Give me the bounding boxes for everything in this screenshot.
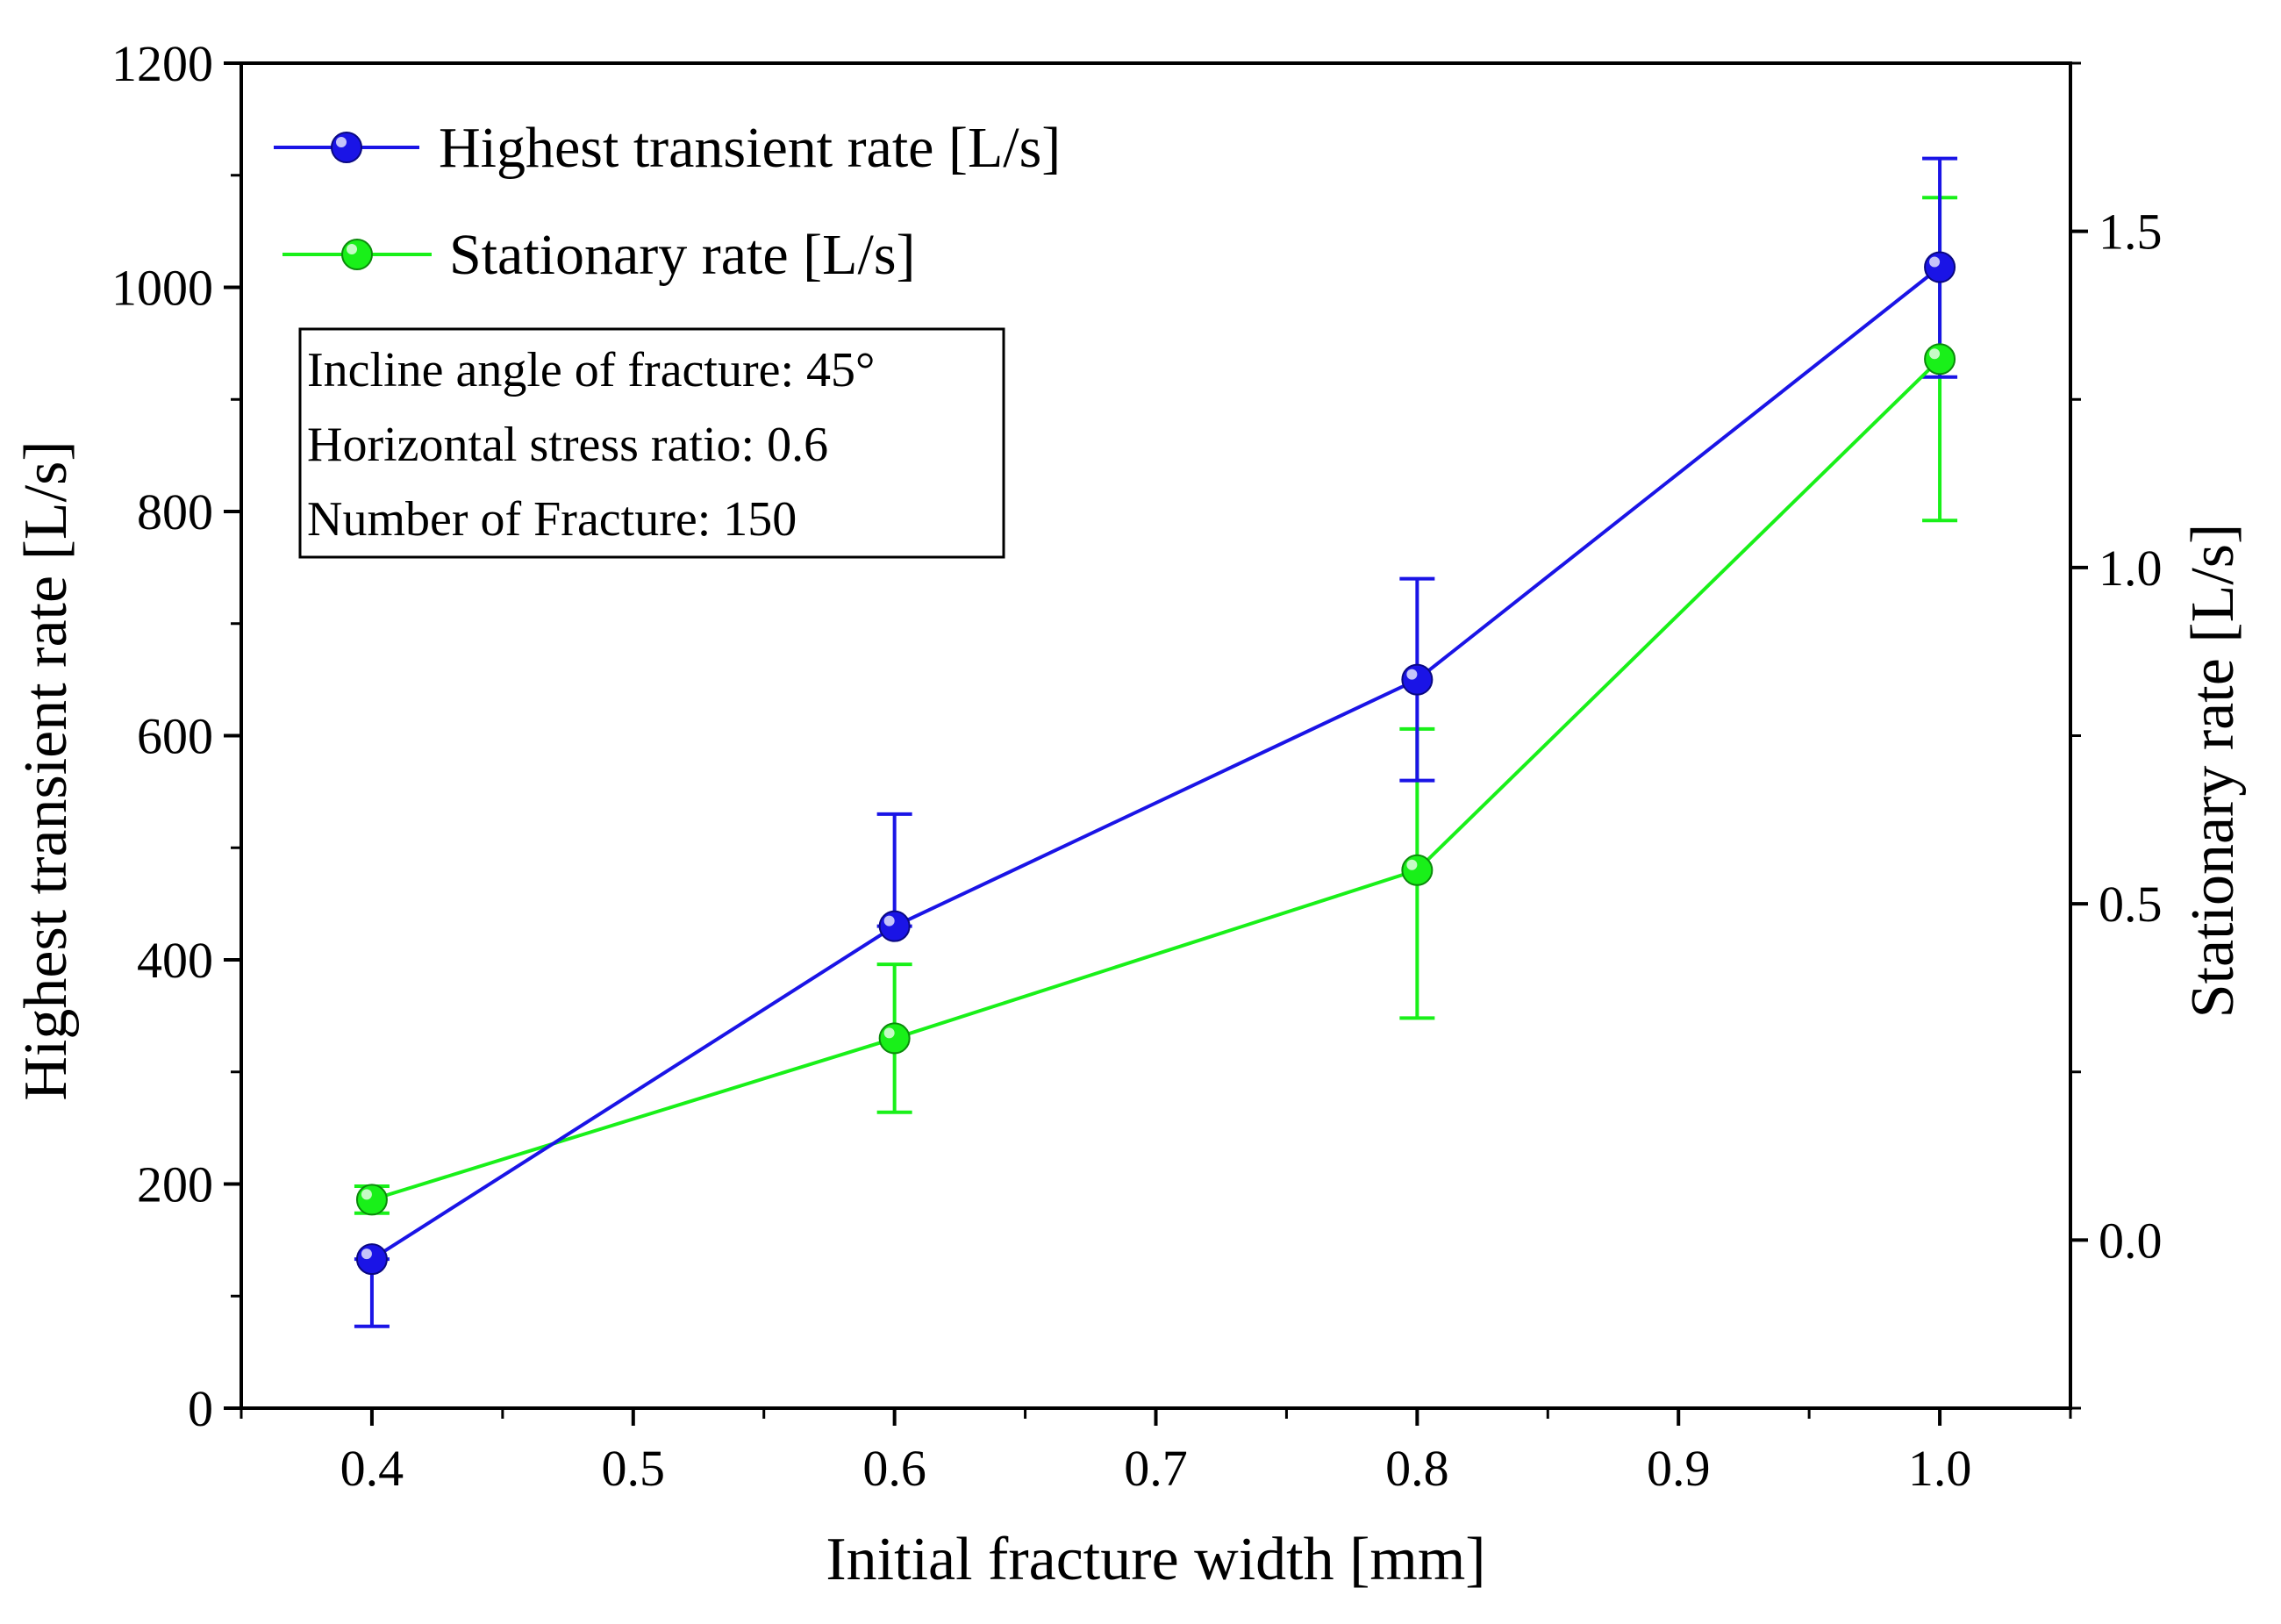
data-point-highlight-stationary [361,1189,372,1200]
plot-frame [240,61,2072,1410]
data-point-stationary [355,1184,388,1216]
annotation-incline-angle: Incline angle of fracture: 45° [307,343,875,397]
data-point-transient [878,910,911,942]
annotation-box: Incline angle of fracture: 45° Horizonta… [298,327,1005,559]
x-tick-label: 0.9 [1647,1440,1711,1497]
legend-marker-stationary [341,239,373,270]
y-tick-label: 0 [188,1380,213,1437]
y-tick-label: 800 [137,483,213,540]
data-point-transient [1401,663,1434,696]
y-tick-label: 400 [137,932,213,989]
data-point-transient [355,1243,388,1276]
data-point-stationary [878,1022,911,1055]
y2-tick-label: 1.0 [2099,540,2163,597]
annotation-fracture-count: Number of Fracture: 150 [307,492,797,547]
y-tick-label: 600 [137,708,213,765]
data-point-stationary [1924,343,1956,376]
legend: Highest transient rate [L/s] Stationary … [274,116,1061,287]
legend-label-stationary: Stationary rate [L/s] [449,223,915,287]
y2-axis-title: Stationary rate [L/s] [2179,524,2247,1019]
data-point-highlight-transient [361,1248,372,1260]
y2-tick-label: 0.0 [2099,1212,2163,1269]
x-tick-label: 0.5 [602,1440,666,1497]
series-line-transient [370,265,1941,1261]
legend-label-transient: Highest transient rate [L/s] [439,116,1061,180]
legend-entry-transient: Highest transient rate [L/s] [274,116,1061,180]
y-axis-title: Highest transient rate [L/s] [12,440,80,1100]
series-line-stationary [371,357,1941,1202]
x-tick-label: 0.6 [862,1440,926,1497]
data-point-highlight-transient [883,915,895,926]
annotation-stress-ratio: Horizontal stress ratio: 0.6 [307,418,828,472]
data-point-highlight-stationary [883,1027,895,1039]
data-point-highlight-transient [1406,669,1418,680]
data-point-transient [1924,251,1956,283]
legend-entry-stationary: Stationary rate [L/s] [282,223,915,287]
y2-tick-label: 1.5 [2099,204,2163,261]
legend-marker-transient [331,132,362,163]
series-layer [355,251,1956,1276]
y-tick-label: 200 [137,1156,213,1213]
x-tick-label: 1.0 [1908,1440,1972,1497]
y2-tick-label: 0.5 [2099,876,2163,933]
annotation-frame [298,327,1005,559]
x-tick-label: 0.8 [1385,1440,1449,1497]
data-point-stationary [1401,854,1434,886]
x-tick-label: 0.4 [340,1440,404,1497]
data-point-highlight-stationary [1929,348,1941,360]
data-point-highlight-transient [1929,256,1941,268]
y-tick-label: 1200 [111,35,213,92]
data-point-highlight-stationary [1406,859,1418,870]
ticks-layer: 0.4 0.5 0.6 0.7 0.8 0.9 1.0 0 200 400 600 800 1000 12… [111,35,2163,1497]
x-axis-title: Initial fracture width [mm] [826,1526,1485,1593]
x-tick-label: 0.7 [1124,1440,1188,1497]
y-tick-label: 1000 [111,260,213,317]
